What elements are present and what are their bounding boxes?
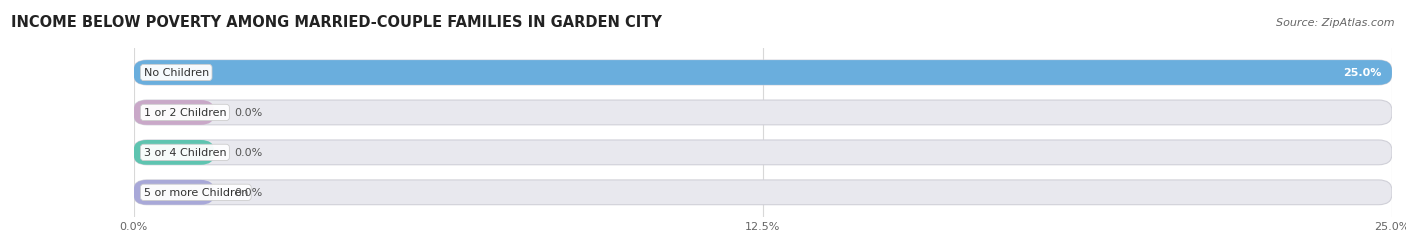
FancyBboxPatch shape [134, 101, 1392, 125]
FancyBboxPatch shape [134, 140, 1392, 165]
Text: No Children: No Children [143, 68, 209, 78]
FancyBboxPatch shape [134, 61, 1392, 85]
Text: 1 or 2 Children: 1 or 2 Children [143, 108, 226, 118]
Text: 3 or 4 Children: 3 or 4 Children [143, 148, 226, 158]
Text: 5 or more Children: 5 or more Children [143, 188, 247, 198]
FancyBboxPatch shape [134, 180, 1392, 205]
Text: INCOME BELOW POVERTY AMONG MARRIED-COUPLE FAMILIES IN GARDEN CITY: INCOME BELOW POVERTY AMONG MARRIED-COUPL… [11, 15, 662, 30]
Text: 25.0%: 25.0% [1344, 68, 1382, 78]
FancyBboxPatch shape [134, 61, 1392, 85]
Text: 0.0%: 0.0% [235, 108, 263, 118]
FancyBboxPatch shape [134, 101, 214, 125]
FancyBboxPatch shape [134, 180, 214, 205]
Text: 0.0%: 0.0% [235, 188, 263, 198]
Text: Source: ZipAtlas.com: Source: ZipAtlas.com [1277, 18, 1395, 28]
FancyBboxPatch shape [134, 140, 214, 165]
Text: 0.0%: 0.0% [235, 148, 263, 158]
